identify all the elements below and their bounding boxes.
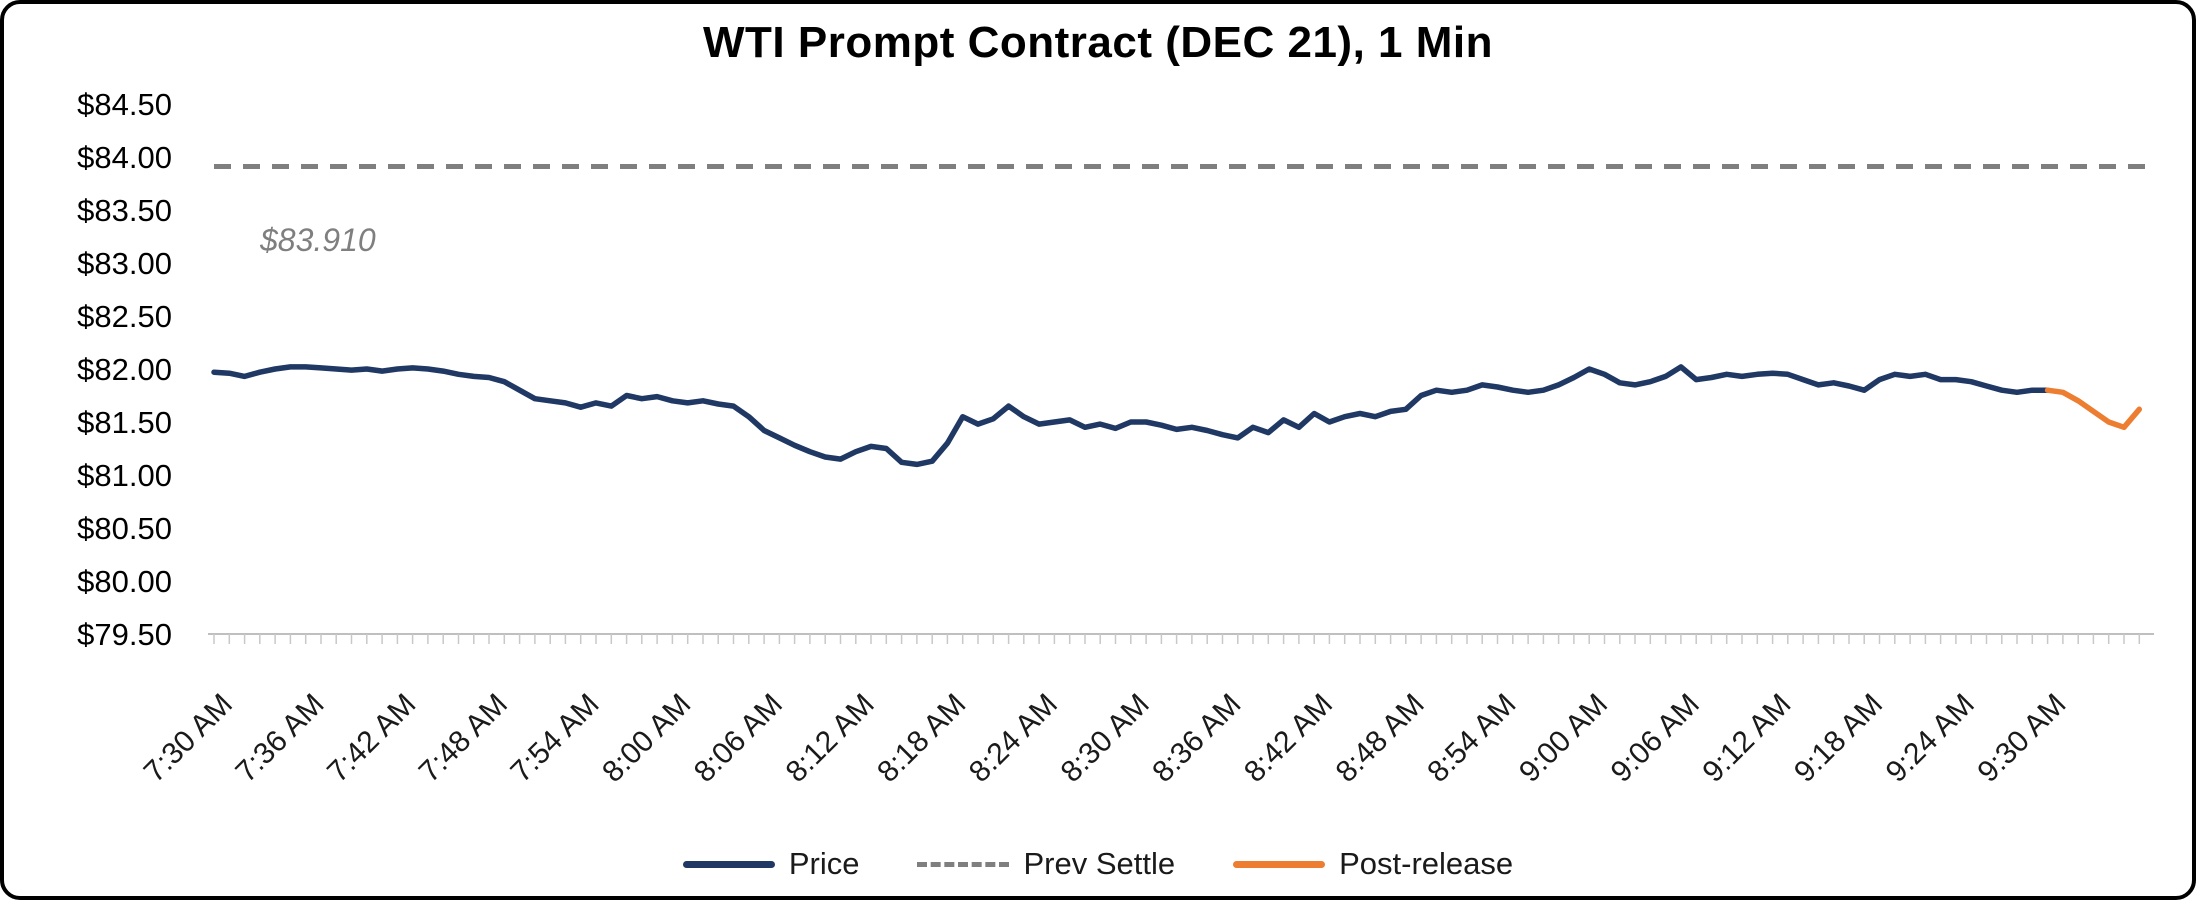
post-release-line [2044,387,2143,431]
y-axis-label: $84.50 [77,87,172,122]
x-axis-label: 8:18 AM [871,688,972,789]
x-axis-label: 7:30 AM [138,688,239,789]
x-axis-label: 8:48 AM [1330,688,1431,789]
x-axis-label: 9:24 AM [1880,688,1981,789]
x-axis-label: 7:36 AM [229,688,330,789]
price-line [211,364,2051,468]
legend-item-prev-settle: Prev Settle [917,846,1175,882]
x-axis-label: 8:00 AM [596,688,697,789]
x-axis-label: 8:42 AM [1238,688,1339,789]
prev-settle-dashed-swatch [917,861,1010,867]
x-axis-label: 8:06 AM [688,688,789,789]
x-axis-label: 8:54 AM [1421,688,1522,789]
legend-item-post-release: Post-release [1233,846,1513,882]
x-axis-label: 8:12 AM [780,688,881,789]
y-axis-label: $79.50 [77,617,172,652]
x-axis-label: 9:18 AM [1788,688,1889,789]
x-axis-label: 8:24 AM [963,688,1064,789]
y-axis-label: $81.00 [77,458,172,493]
x-axis-label: 7:42 AM [321,688,422,789]
y-axis-label: $80.00 [77,564,172,599]
y-axis-label: $83.00 [77,246,172,281]
y-axis-label: $80.50 [77,511,172,546]
y-axis-label: $84.00 [77,140,172,175]
price-line-swatch [682,860,775,868]
x-axis-label: 9:06 AM [1605,688,1706,789]
legend-item-price: Price [682,846,860,882]
y-axis-label: $82.00 [77,352,172,387]
prev-settle-annotation: $83.910 [260,222,376,258]
y-axis-label: $82.50 [77,299,172,334]
x-axis-label: 8:30 AM [1055,688,1156,789]
chart-legend: Price Prev Settle Post-release [4,846,2192,882]
x-axis-label: 7:48 AM [413,688,514,789]
legend-label-price: Price [788,846,860,881]
x-axis-label: 7:54 AM [504,688,605,789]
y-axis-label: $81.50 [77,405,172,440]
legend-label-post-release: Post-release [1339,846,1514,881]
legend-label-prev-settle: Prev Settle [1023,846,1176,881]
x-axis-label: 9:00 AM [1513,688,1614,789]
y-axis-label: $83.50 [77,193,172,228]
x-axis-label: 9:30 AM [1971,688,2072,789]
post-release-line-swatch [1233,860,1326,868]
chart-canvas: $84.50 $84.00 $83.50 $83.00 $82.50 $82.00 $81.… [77,87,2154,789]
x-axis-label: 9:12 AM [1696,688,1797,789]
x-axis-label: 8:36 AM [1146,688,1247,789]
chart-title: WTI Prompt Contract (DEC 21), 1 Min [703,18,1493,67]
